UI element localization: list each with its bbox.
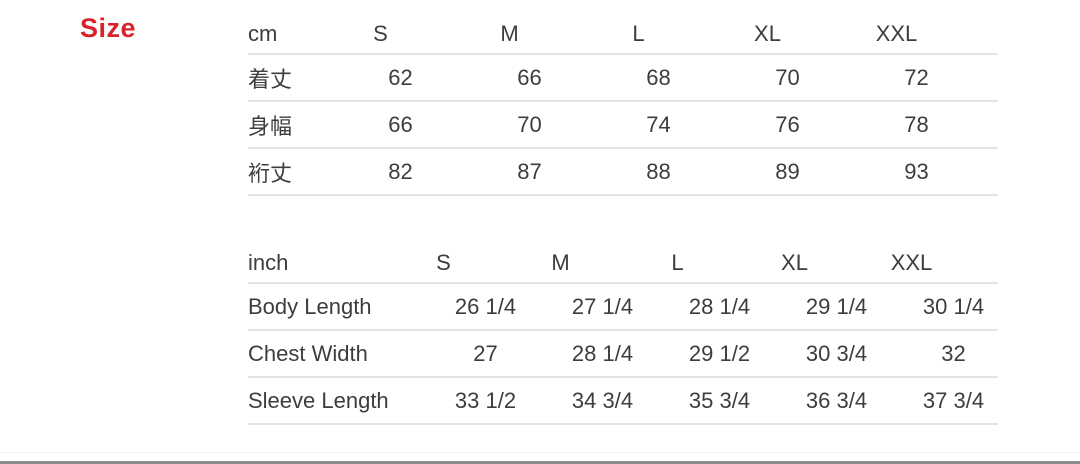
size-header-xl: XL: [781, 249, 808, 275]
measurement-value: 35 3/4: [688, 387, 751, 413]
size-header-s: S: [436, 249, 451, 275]
unit-label-cm: cm: [248, 20, 278, 46]
measurement-label: 着丈: [248, 66, 293, 92]
soft-divider: [0, 452, 1080, 453]
measurement-value: 29 1/2: [688, 340, 751, 366]
measurement-value: 82: [388, 158, 413, 184]
measurement-value: 66: [388, 111, 413, 137]
size-table-inch: inch S M L XL XXL Body Length 26 1/4 27 …: [248, 243, 998, 425]
measurement-value: 26 1/4: [454, 293, 517, 319]
size-header-l: L: [671, 249, 684, 275]
measurement-value: 78: [904, 111, 929, 137]
table-row-body-length-inch: Body Length 26 1/4 27 1/4 28 1/4 29 1/4 …: [248, 284, 998, 331]
measurement-value: 36 3/4: [805, 387, 868, 413]
measurement-value: 70: [517, 111, 542, 137]
section-title: Size: [80, 13, 137, 43]
measurement-value: 30 3/4: [805, 340, 868, 366]
measurement-label: 裄丈: [248, 160, 293, 186]
measurement-value: 32: [941, 340, 966, 366]
table-header-row: cm S M L XL XXL: [248, 14, 998, 55]
size-header-xxl: XXL: [890, 249, 933, 275]
measurement-value: 76: [775, 111, 800, 137]
measurement-value: 28 1/4: [571, 340, 634, 366]
size-table-cm: cm S M L XL XXL 着丈 62 66 68 70 72 身幅 66 …: [248, 14, 998, 196]
measurement-value: 27 1/4: [571, 293, 634, 319]
measurement-label: 身幅: [248, 113, 293, 139]
measurement-label: Sleeve Length: [248, 387, 389, 413]
size-header-xl: XL: [754, 20, 781, 46]
measurement-value: 34 3/4: [571, 387, 634, 413]
table-row-body-length-cm: 着丈 62 66 68 70 72: [248, 55, 998, 102]
measurement-value: 87: [517, 158, 542, 184]
measurement-value: 70: [775, 64, 800, 90]
measurement-value: 66: [517, 64, 542, 90]
measurement-value: 93: [904, 158, 929, 184]
measurement-value: 72: [904, 64, 929, 90]
bottom-divider: [0, 461, 1080, 464]
size-header-m: M: [500, 20, 519, 46]
measurement-value: 88: [646, 158, 671, 184]
measurement-value: 68: [646, 64, 671, 90]
size-header-m: M: [551, 249, 570, 275]
measurement-value: 74: [646, 111, 671, 137]
measurement-value: 62: [388, 64, 413, 90]
measurement-label: Body Length: [248, 293, 372, 319]
measurement-value: 33 1/2: [454, 387, 517, 413]
size-header-s: S: [373, 20, 388, 46]
measurement-value: 27: [473, 340, 498, 366]
unit-label-inch: inch: [248, 249, 289, 275]
measurement-value: 30 1/4: [922, 293, 985, 319]
measurement-value: 37 3/4: [922, 387, 985, 413]
table-row-sleeve-length-inch: Sleeve Length 33 1/2 34 3/4 35 3/4 36 3/…: [248, 378, 998, 425]
measurement-label: Chest Width: [248, 340, 368, 366]
table-header-row: inch S M L XL XXL: [248, 243, 998, 284]
measurement-value: 29 1/4: [805, 293, 868, 319]
table-row-chest-width-inch: Chest Width 27 28 1/4 29 1/2 30 3/4 32: [248, 331, 998, 378]
table-row-chest-width-cm: 身幅 66 70 74 76 78: [248, 102, 998, 149]
size-header-xxl: XXL: [875, 20, 918, 46]
size-header-l: L: [632, 20, 645, 46]
measurement-value: 28 1/4: [688, 293, 751, 319]
measurement-value: 89: [775, 158, 800, 184]
table-row-sleeve-length-cm: 裄丈 82 87 88 89 93: [248, 149, 998, 196]
